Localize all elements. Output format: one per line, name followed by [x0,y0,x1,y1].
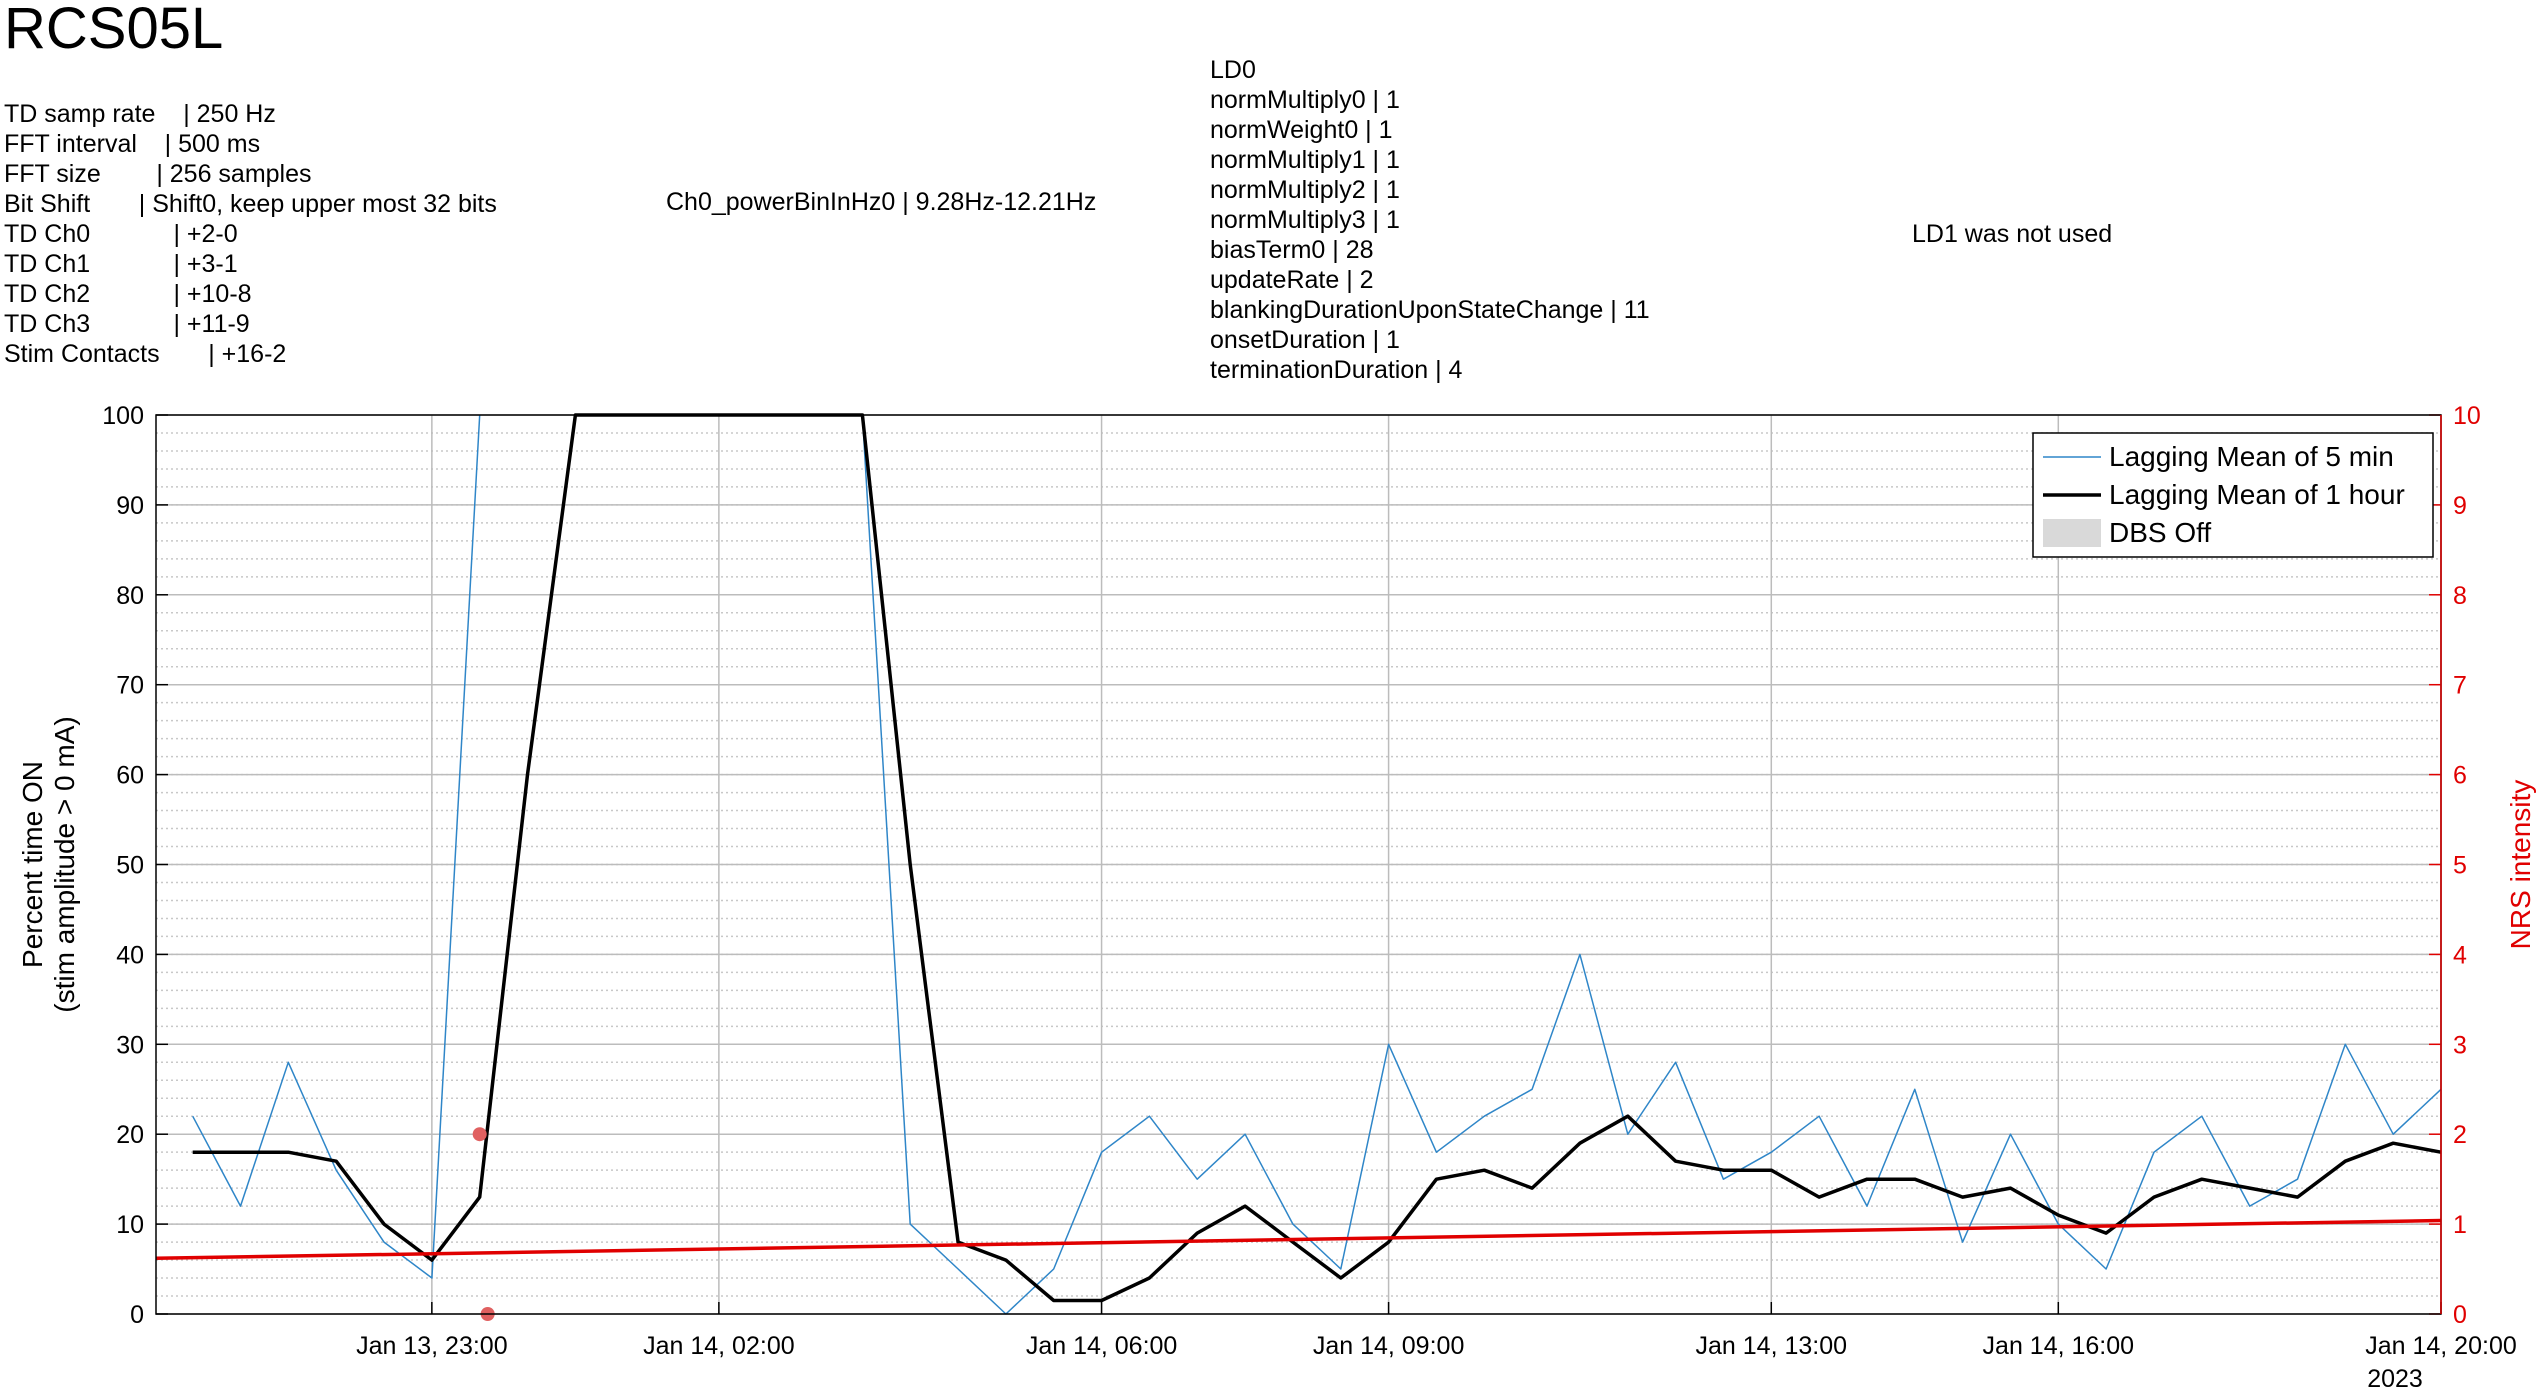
x-secondary-label: 2023 [2367,1365,2423,1392]
ld0-line: normWeight0 | 1 [1210,116,1393,144]
y-tick-label: 70 [116,672,144,700]
y-tick-label: 50 [116,852,144,880]
y2-tick-label: 10 [2453,402,2481,430]
x-tick-label: Jan 14, 13:00 [1696,1332,1848,1360]
y2-tick-label: 2 [2453,1121,2467,1149]
setting-line: FFT size | 256 samples [4,160,312,188]
y2-tick-label: 4 [2453,941,2467,969]
setting-line: TD Ch0 | +2-0 [4,220,238,248]
settings-ld1: LD1 was not used [1912,220,2112,248]
y2-tick-label: 5 [2453,852,2467,880]
y2-tick-label: 6 [2453,762,2467,790]
legend-label: Lagging Mean of 1 hour [2109,479,2405,510]
legend-label: DBS Off [2109,517,2211,548]
y2-tick-label: 1 [2453,1211,2467,1239]
setting-line: Bit Shift | Shift0, keep upper most 32 b… [4,190,497,218]
ld0-line: LD0 [1210,56,1256,84]
series-line [192,413,2442,1303]
ld0-line: normMultiply1 | 1 [1210,146,1400,174]
y-axis-label: (stim amplitude > 0 mA) [49,716,80,1012]
y2-axis-label: NRS intensity [2505,780,2536,950]
y2-tick-label: 9 [2453,492,2467,520]
settings-middle: Ch0_powerBinInHz0 | 9.28Hz-12.21Hz [666,188,1096,216]
ld0-line: normMultiply0 | 1 [1210,86,1400,114]
y2-tick-label: 8 [2453,582,2467,610]
x-tick-label: Jan 14, 16:00 [1983,1332,2135,1360]
series-point [472,1127,487,1142]
y-tick-label: 100 [102,402,144,430]
y2-tick-label: 3 [2453,1031,2467,1059]
setting-line: Stim Contacts | +16-2 [4,340,286,368]
ld0-line: updateRate | 2 [1210,266,1374,294]
x-tick-label: Jan 14, 06:00 [1026,1332,1178,1360]
x-tick-label: Jan 14, 02:00 [643,1332,795,1360]
y-tick-label: 30 [116,1031,144,1059]
y2-tick-label: 0 [2453,1301,2467,1329]
ld0-line: blankingDurationUponStateChange | 11 [1210,296,1650,324]
ld0-line: terminationDuration | 4 [1210,356,1463,384]
y-tick-label: 60 [116,762,144,790]
ld0-line: biasTerm0 | 28 [1210,236,1374,264]
y-tick-label: 80 [116,582,144,610]
y-tick-label: 20 [116,1121,144,1149]
y-axis-label: Percent time ON [17,761,48,968]
setting-line: TD Ch3 | +11-9 [4,310,250,338]
y-tick-label: 40 [116,941,144,969]
x-tick-label: Jan 14, 20:00 [2365,1332,2517,1360]
x-tick-label: Jan 13, 23:00 [356,1332,508,1360]
series-line [192,414,2442,1315]
legend-label: Lagging Mean of 5 min [2109,441,2394,472]
setting-line: FFT interval | 500 ms [4,130,260,158]
y-tick-label: 90 [116,492,144,520]
series-line [155,1218,2442,1261]
legend-swatch [2043,519,2101,547]
x-tick-label: Jan 14, 09:00 [1313,1332,1465,1360]
chart-title: RCS05L [4,0,223,61]
setting-line: TD Ch2 | +10-8 [4,280,252,308]
ld0-line: normMultiply3 | 1 [1210,206,1400,234]
y2-tick-label: 7 [2453,672,2467,700]
ld0-line: normMultiply2 | 1 [1210,176,1400,204]
y-tick-label: 0 [130,1301,144,1329]
setting-line: TD Ch1 | +3-1 [4,250,238,278]
ld0-line: onsetDuration | 1 [1210,326,1400,354]
setting-line: TD samp rate | 250 Hz [4,100,276,128]
y-tick-label: 10 [116,1211,144,1239]
